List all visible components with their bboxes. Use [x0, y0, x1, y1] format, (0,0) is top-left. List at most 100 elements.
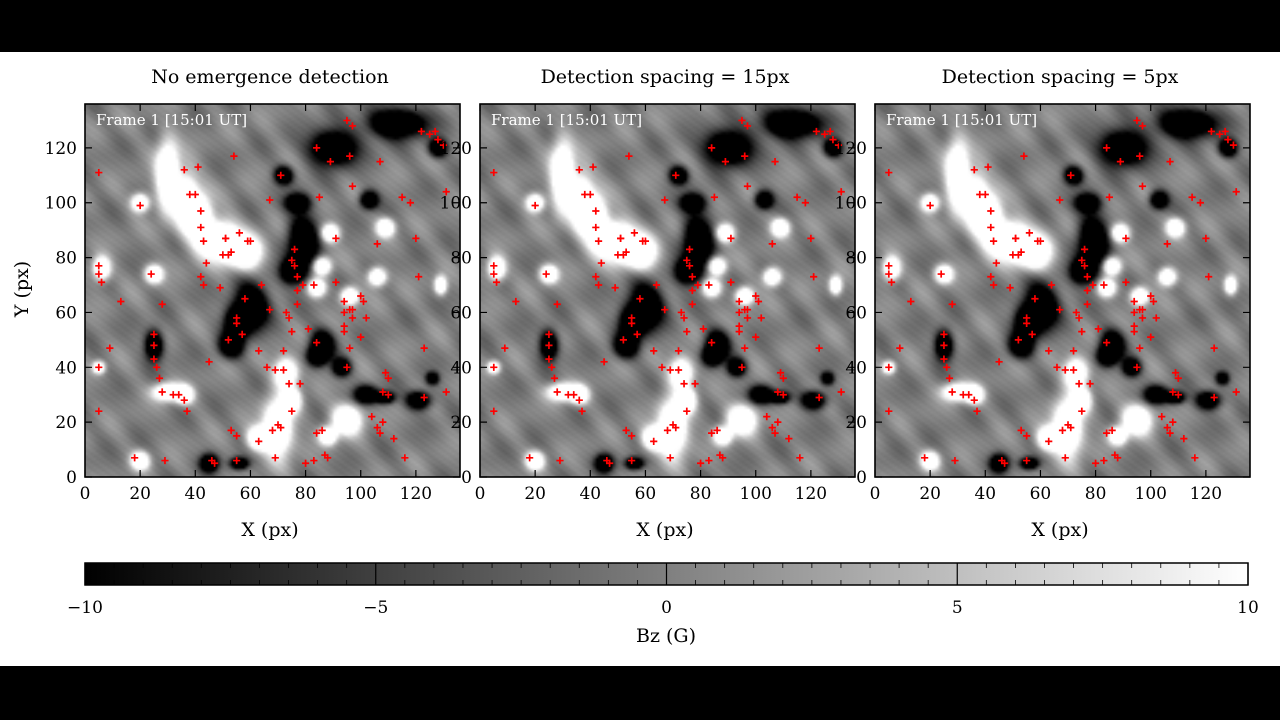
- detection-markers: [95, 116, 450, 467]
- detection-marker: [685, 245, 694, 253]
- detection-marker: [696, 459, 705, 467]
- detection-marker: [1014, 336, 1022, 344]
- detection-marker: [180, 166, 188, 174]
- detection-marker: [95, 262, 103, 270]
- x-tick-label: 20: [129, 484, 151, 504]
- detection-marker: [1174, 391, 1182, 399]
- detection-marker: [368, 413, 376, 421]
- y-tick-label: 120: [440, 139, 472, 159]
- detection-marker: [754, 297, 763, 306]
- detection-marker: [1136, 344, 1144, 352]
- colorbar-tick-label: 10: [1237, 598, 1259, 618]
- detection-marker: [285, 380, 293, 388]
- detection-marker: [1188, 193, 1196, 201]
- panel-1: No emergence detection Y (px) X (px) Fra…: [11, 66, 461, 541]
- detection-marker: [1207, 127, 1215, 136]
- detection-marker: [837, 188, 845, 196]
- detection-marker: [940, 341, 948, 349]
- detection-marker: [771, 157, 779, 166]
- detection-marker: [987, 207, 995, 215]
- detection-marker: [592, 207, 600, 215]
- detection-marker: [743, 306, 752, 314]
- detection-marker: [1210, 393, 1218, 402]
- detection-marker: [1078, 328, 1086, 336]
- detection-marker: [619, 336, 627, 344]
- detection-marker: [826, 127, 834, 136]
- detection-marker: [412, 234, 420, 242]
- detection-marker: [948, 388, 956, 396]
- detection-marker: [688, 286, 696, 295]
- detection-marker: [263, 363, 271, 371]
- detection-marker: [442, 188, 450, 196]
- detection-marker: [1171, 369, 1180, 377]
- detection-marker: [332, 234, 340, 242]
- detection-marker: [1086, 380, 1094, 388]
- colorbar-label: Bz (G): [636, 625, 696, 647]
- detection-marker: [713, 426, 721, 434]
- detection-marker: [136, 201, 144, 210]
- detection-marker: [501, 344, 509, 352]
- detection-marker: [691, 380, 699, 388]
- detection-marker: [147, 270, 155, 278]
- detection-marker: [545, 341, 553, 349]
- x-tick-label: 0: [870, 484, 881, 504]
- detection-marker: [1061, 454, 1069, 462]
- detection-marker: [556, 456, 564, 465]
- detection-marker: [776, 369, 785, 377]
- detection-marker: [266, 196, 274, 204]
- detection-marker: [490, 363, 498, 371]
- detection-marker: [743, 122, 752, 130]
- detection-marker: [779, 391, 787, 399]
- detection-marker: [680, 314, 688, 322]
- detection-marker: [735, 328, 743, 336]
- detection-marker: [1053, 363, 1061, 371]
- detection-marker: [271, 454, 279, 462]
- detection-marker: [106, 344, 114, 352]
- x-axis-label: X (px): [241, 519, 298, 541]
- detection-marker: [246, 237, 255, 245]
- detection-marker: [340, 328, 348, 336]
- colorbar-tick-label: −5: [363, 598, 388, 618]
- y-tick-label: 20: [845, 413, 867, 433]
- detection-marker: [357, 333, 365, 341]
- panel-2: Detection spacing = 15px X (px) Frame 1 …: [440, 66, 856, 541]
- detection-marker: [180, 396, 188, 404]
- detection-marker: [801, 199, 809, 207]
- detection-marker: [951, 456, 959, 465]
- detection-marker: [417, 127, 425, 136]
- detection-marker: [674, 366, 683, 374]
- detection-marker: [313, 429, 321, 437]
- detection-marker: [293, 300, 301, 308]
- y-tick-label: 20: [55, 413, 77, 433]
- detection-marker: [1072, 308, 1080, 317]
- detection-marker: [1078, 407, 1086, 415]
- detection-marker: [592, 273, 600, 281]
- detection-marker: [597, 259, 605, 267]
- detection-marker: [589, 163, 597, 171]
- detection-marker: [434, 136, 442, 144]
- detection-marker: [785, 435, 793, 443]
- detection-marker: [376, 429, 384, 437]
- detection-marker: [705, 456, 713, 465]
- detection-marker: [987, 273, 995, 281]
- detection-marker: [346, 152, 354, 160]
- detection-marker: [940, 330, 948, 338]
- detection-marker: [315, 193, 323, 201]
- detection-marker: [666, 366, 674, 374]
- detection-marker: [885, 262, 893, 270]
- detection-marker: [752, 292, 760, 300]
- detection-marker: [490, 262, 498, 270]
- detection-marker: [1023, 456, 1031, 465]
- detection-marker: [1169, 388, 1177, 396]
- detection-marker: [1163, 424, 1171, 432]
- detection-marker: [277, 171, 285, 179]
- detection-marker: [1025, 229, 1034, 237]
- detection-marker: [1056, 196, 1064, 204]
- x-tick-label: 0: [475, 484, 486, 504]
- detection-marker: [490, 407, 498, 415]
- detection-marker: [727, 278, 735, 286]
- detection-marker: [490, 168, 498, 177]
- detection-marker: [1100, 456, 1108, 465]
- detection-marker: [1083, 286, 1091, 295]
- detection-marker: [227, 426, 235, 434]
